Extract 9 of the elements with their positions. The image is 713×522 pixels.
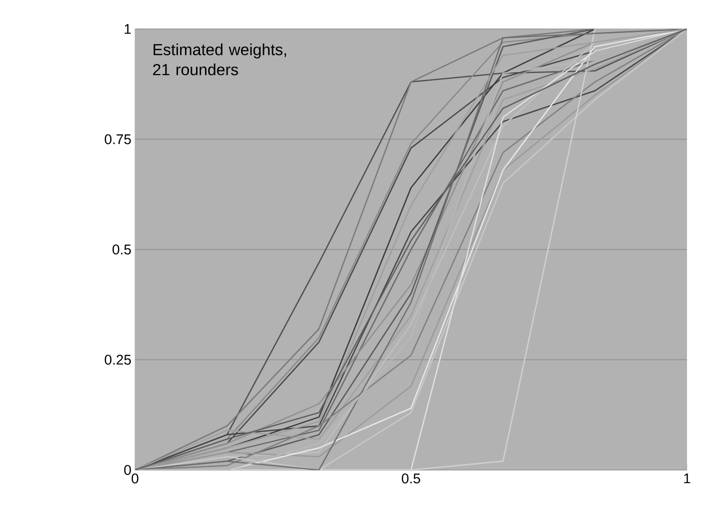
y-tick-label: 0.5 — [112, 244, 131, 254]
y-tick-label: 1 — [124, 24, 131, 34]
annotation: Estimated weights, 21 rounders — [153, 44, 286, 76]
x-tick-label: 0.5 — [402, 474, 420, 484]
x-tick-label: 0 — [132, 474, 138, 484]
y-tick-label: 0 — [124, 465, 131, 475]
y-tick-label: 0.75 — [104, 134, 131, 144]
x-tick-label: 1 — [684, 474, 690, 484]
y-tick-label: 0.25 — [104, 354, 131, 365]
